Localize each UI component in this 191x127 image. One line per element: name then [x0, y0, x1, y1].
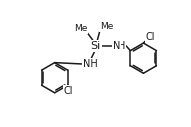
Text: Me: Me [100, 22, 114, 31]
Text: NH: NH [83, 59, 98, 69]
Text: Si: Si [90, 41, 101, 51]
Text: N: N [113, 41, 120, 51]
Text: Me: Me [74, 24, 87, 33]
Text: Cl: Cl [64, 86, 73, 96]
Text: Cl: Cl [146, 32, 155, 42]
Text: H: H [117, 41, 125, 51]
